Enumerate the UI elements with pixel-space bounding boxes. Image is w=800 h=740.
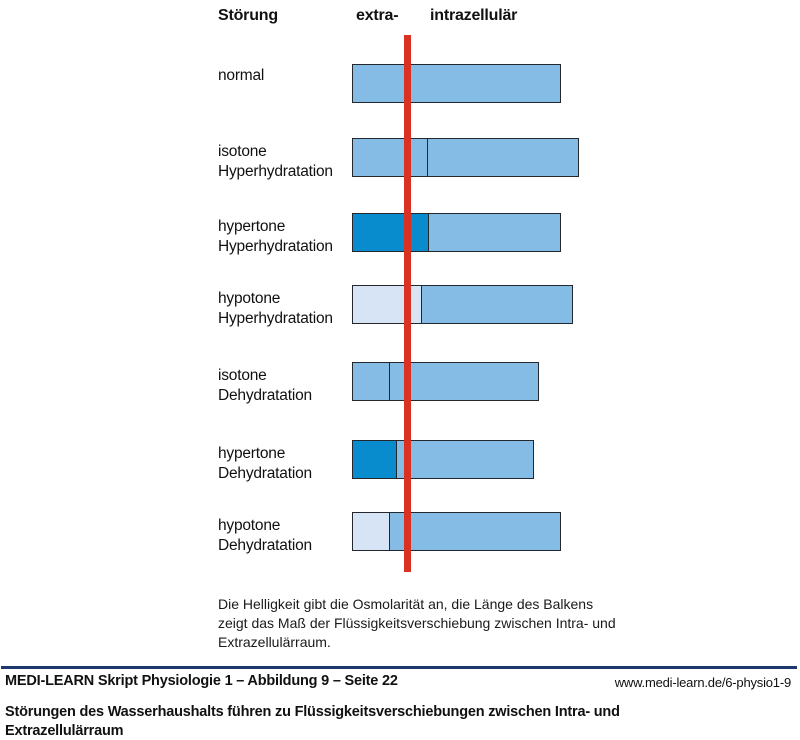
- footer-divider-rule: [1, 666, 797, 669]
- extracellular-segment-hypertone-hyperhydratation: [353, 214, 429, 251]
- column-header-extracellular: extra-: [356, 7, 399, 24]
- figure-title: Störungen des Wasserhaushalts führen zu …: [5, 704, 620, 739]
- fluid-bar-isotone-hyperhydratation: [352, 138, 579, 177]
- footer-url-link[interactable]: www.medi-learn.de/6-physio1-9: [614, 675, 791, 690]
- row-label-normal: normal: [218, 67, 265, 84]
- fluid-bar-hypertone-hyperhydratation: [352, 213, 561, 252]
- fluid-bar-hypertone-dehydratation: [352, 440, 534, 479]
- row-label-hypotone-hyperhydratation: hypotone Hyperhydratation: [218, 290, 333, 327]
- row-label-hypertone-dehydratation: hypertone Dehydratation: [218, 445, 312, 482]
- fluid-bar-normal: [352, 64, 561, 103]
- fluid-bar-isotone-dehydratation: [352, 362, 539, 401]
- column-header-intracellular: intrazellulär: [430, 7, 518, 24]
- extracellular-segment-hypertone-dehydratation: [353, 441, 397, 478]
- cell-membrane-line: [404, 35, 411, 572]
- fluid-bar-hypotone-dehydratation: [352, 512, 561, 551]
- footer-source-reference: MEDI-LEARN Skript Physiologie 1 – Abbild…: [5, 673, 398, 689]
- extracellular-segment-isotone-hyperhydratation: [353, 139, 428, 176]
- column-header-disorder: Störung: [218, 7, 278, 24]
- row-label-hypertone-hyperhydratation: hypertone Hyperhydratation: [218, 218, 333, 255]
- fluid-bar-hypotone-hyperhydratation: [352, 285, 573, 324]
- extracellular-segment-isotone-dehydratation: [353, 363, 390, 400]
- row-label-isotone-hyperhydratation: isotone Hyperhydratation: [218, 143, 333, 180]
- extracellular-segment-hypotone-hyperhydratation: [353, 286, 422, 323]
- figure-caption: Die Helligkeit gibt die Osmolarität an, …: [218, 596, 616, 650]
- row-label-hypotone-dehydratation: hypotone Dehydratation: [218, 517, 312, 554]
- row-label-isotone-dehydratation: isotone Dehydratation: [218, 367, 312, 404]
- extracellular-segment-hypotone-dehydratation: [353, 513, 390, 550]
